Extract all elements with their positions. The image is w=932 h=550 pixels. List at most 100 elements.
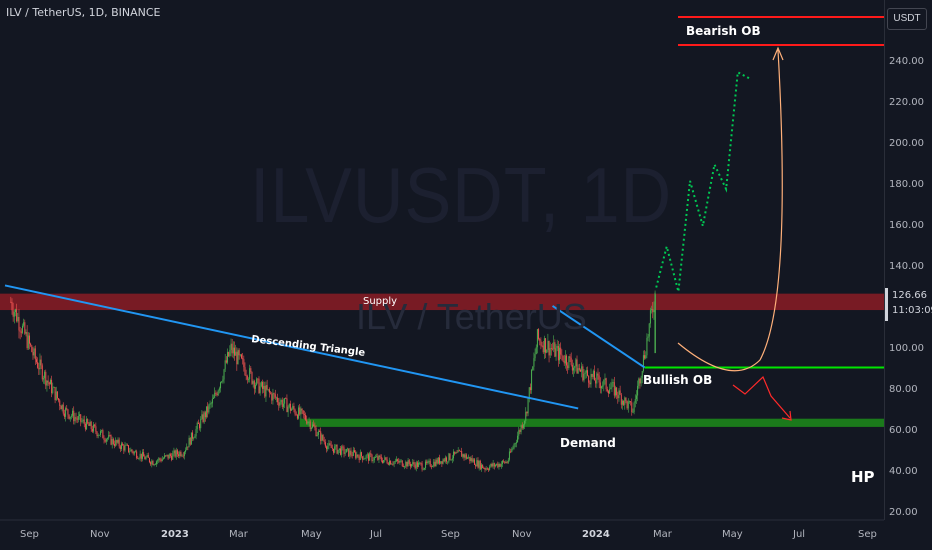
candle — [54, 387, 56, 404]
candle-body — [429, 460, 431, 467]
candle-body — [566, 355, 568, 366]
candle-body — [440, 461, 442, 464]
candle-body — [593, 370, 595, 381]
candle — [28, 332, 30, 350]
time-tick: Nov — [90, 529, 110, 540]
price-tick: 40.00 — [889, 466, 918, 477]
candle — [561, 349, 563, 361]
candle — [261, 379, 263, 394]
candle — [560, 342, 562, 360]
candle-body — [305, 414, 307, 420]
candle — [254, 382, 256, 393]
candle — [618, 388, 620, 402]
candle-body — [265, 385, 267, 397]
candle — [447, 461, 449, 465]
candle — [394, 458, 396, 464]
candle — [498, 462, 500, 470]
candle — [578, 363, 580, 372]
candle — [492, 460, 494, 469]
candle-body — [513, 443, 515, 448]
candle-body — [475, 464, 477, 467]
candle-body — [441, 461, 443, 464]
candle — [532, 366, 534, 371]
candle-body — [463, 454, 465, 458]
candle-body — [363, 458, 365, 460]
candle-body — [370, 453, 372, 455]
candle — [173, 447, 175, 457]
candle-body — [383, 460, 385, 463]
candle-body — [250, 368, 252, 373]
candle-body — [301, 408, 303, 411]
candle — [33, 346, 35, 359]
candle-body — [373, 457, 375, 461]
candle-body — [638, 378, 640, 386]
candle-body — [273, 393, 275, 395]
candle — [284, 398, 286, 409]
candle — [455, 451, 457, 455]
candle-body — [324, 442, 326, 447]
candle — [195, 426, 197, 440]
candle-body — [618, 390, 620, 399]
candle-body — [585, 370, 587, 373]
candle-body — [271, 393, 273, 401]
candle — [374, 454, 376, 458]
candle — [628, 400, 630, 404]
candle-body — [180, 451, 182, 457]
candle — [74, 412, 76, 425]
candle-body — [521, 425, 523, 429]
candle-body — [378, 455, 380, 460]
candle-body — [512, 447, 514, 450]
candle-body — [292, 406, 294, 409]
time-tick: Mar — [653, 529, 672, 540]
candle-body — [196, 422, 198, 430]
candle-body — [461, 451, 463, 457]
candle — [227, 348, 229, 365]
candle — [545, 338, 547, 359]
candle-body — [319, 431, 321, 433]
candle-body — [171, 455, 173, 460]
candle-body — [398, 460, 400, 463]
candle — [422, 467, 424, 471]
candle — [338, 448, 340, 454]
price-axis[interactable] — [884, 0, 932, 520]
candle — [576, 355, 578, 374]
candle-body — [476, 460, 478, 467]
candle-body — [567, 365, 569, 369]
candle — [79, 411, 81, 420]
candle-body — [144, 456, 146, 460]
bearish-arrowhead — [781, 410, 792, 421]
candle-body — [539, 338, 541, 341]
candle — [633, 401, 635, 415]
candle-body — [520, 425, 522, 432]
candle-body — [406, 461, 408, 467]
candle-body — [240, 354, 242, 359]
candle — [151, 459, 153, 468]
candle — [179, 450, 181, 459]
candle-body — [117, 439, 119, 443]
candle-body — [632, 411, 634, 413]
currency-button[interactable]: USDT — [887, 8, 927, 30]
time-tick: Jul — [793, 529, 806, 540]
candle — [312, 422, 314, 429]
candle-body — [327, 446, 329, 450]
breakout-trendline — [551, 305, 646, 369]
candle — [386, 456, 388, 465]
candle — [18, 309, 20, 339]
candle — [100, 429, 102, 438]
candle-body — [384, 457, 386, 461]
candle-body — [330, 444, 332, 448]
candle-body — [72, 410, 74, 416]
candle-body — [444, 457, 446, 462]
candle — [383, 460, 385, 464]
candle — [577, 364, 579, 374]
candle — [147, 452, 149, 458]
candle — [349, 447, 351, 459]
candle — [456, 450, 458, 454]
candle-body — [245, 375, 247, 376]
candle — [232, 341, 234, 359]
candle-body — [404, 466, 406, 468]
candle — [153, 463, 155, 467]
candle — [167, 454, 169, 461]
candle-body — [415, 462, 417, 469]
